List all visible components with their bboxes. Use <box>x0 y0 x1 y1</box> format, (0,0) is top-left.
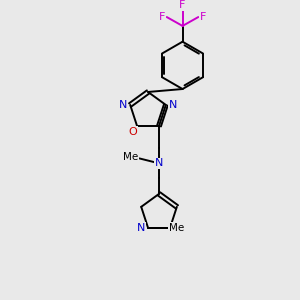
Text: N: N <box>137 223 145 233</box>
Text: O: O <box>129 127 137 137</box>
Text: F: F <box>179 0 186 10</box>
Text: Me: Me <box>123 152 138 162</box>
Text: F: F <box>159 12 165 22</box>
Text: Me: Me <box>169 223 184 233</box>
Text: N: N <box>119 100 128 110</box>
Text: N: N <box>169 100 177 110</box>
Text: N: N <box>155 158 163 168</box>
Text: F: F <box>200 12 206 22</box>
Text: N: N <box>173 223 181 233</box>
